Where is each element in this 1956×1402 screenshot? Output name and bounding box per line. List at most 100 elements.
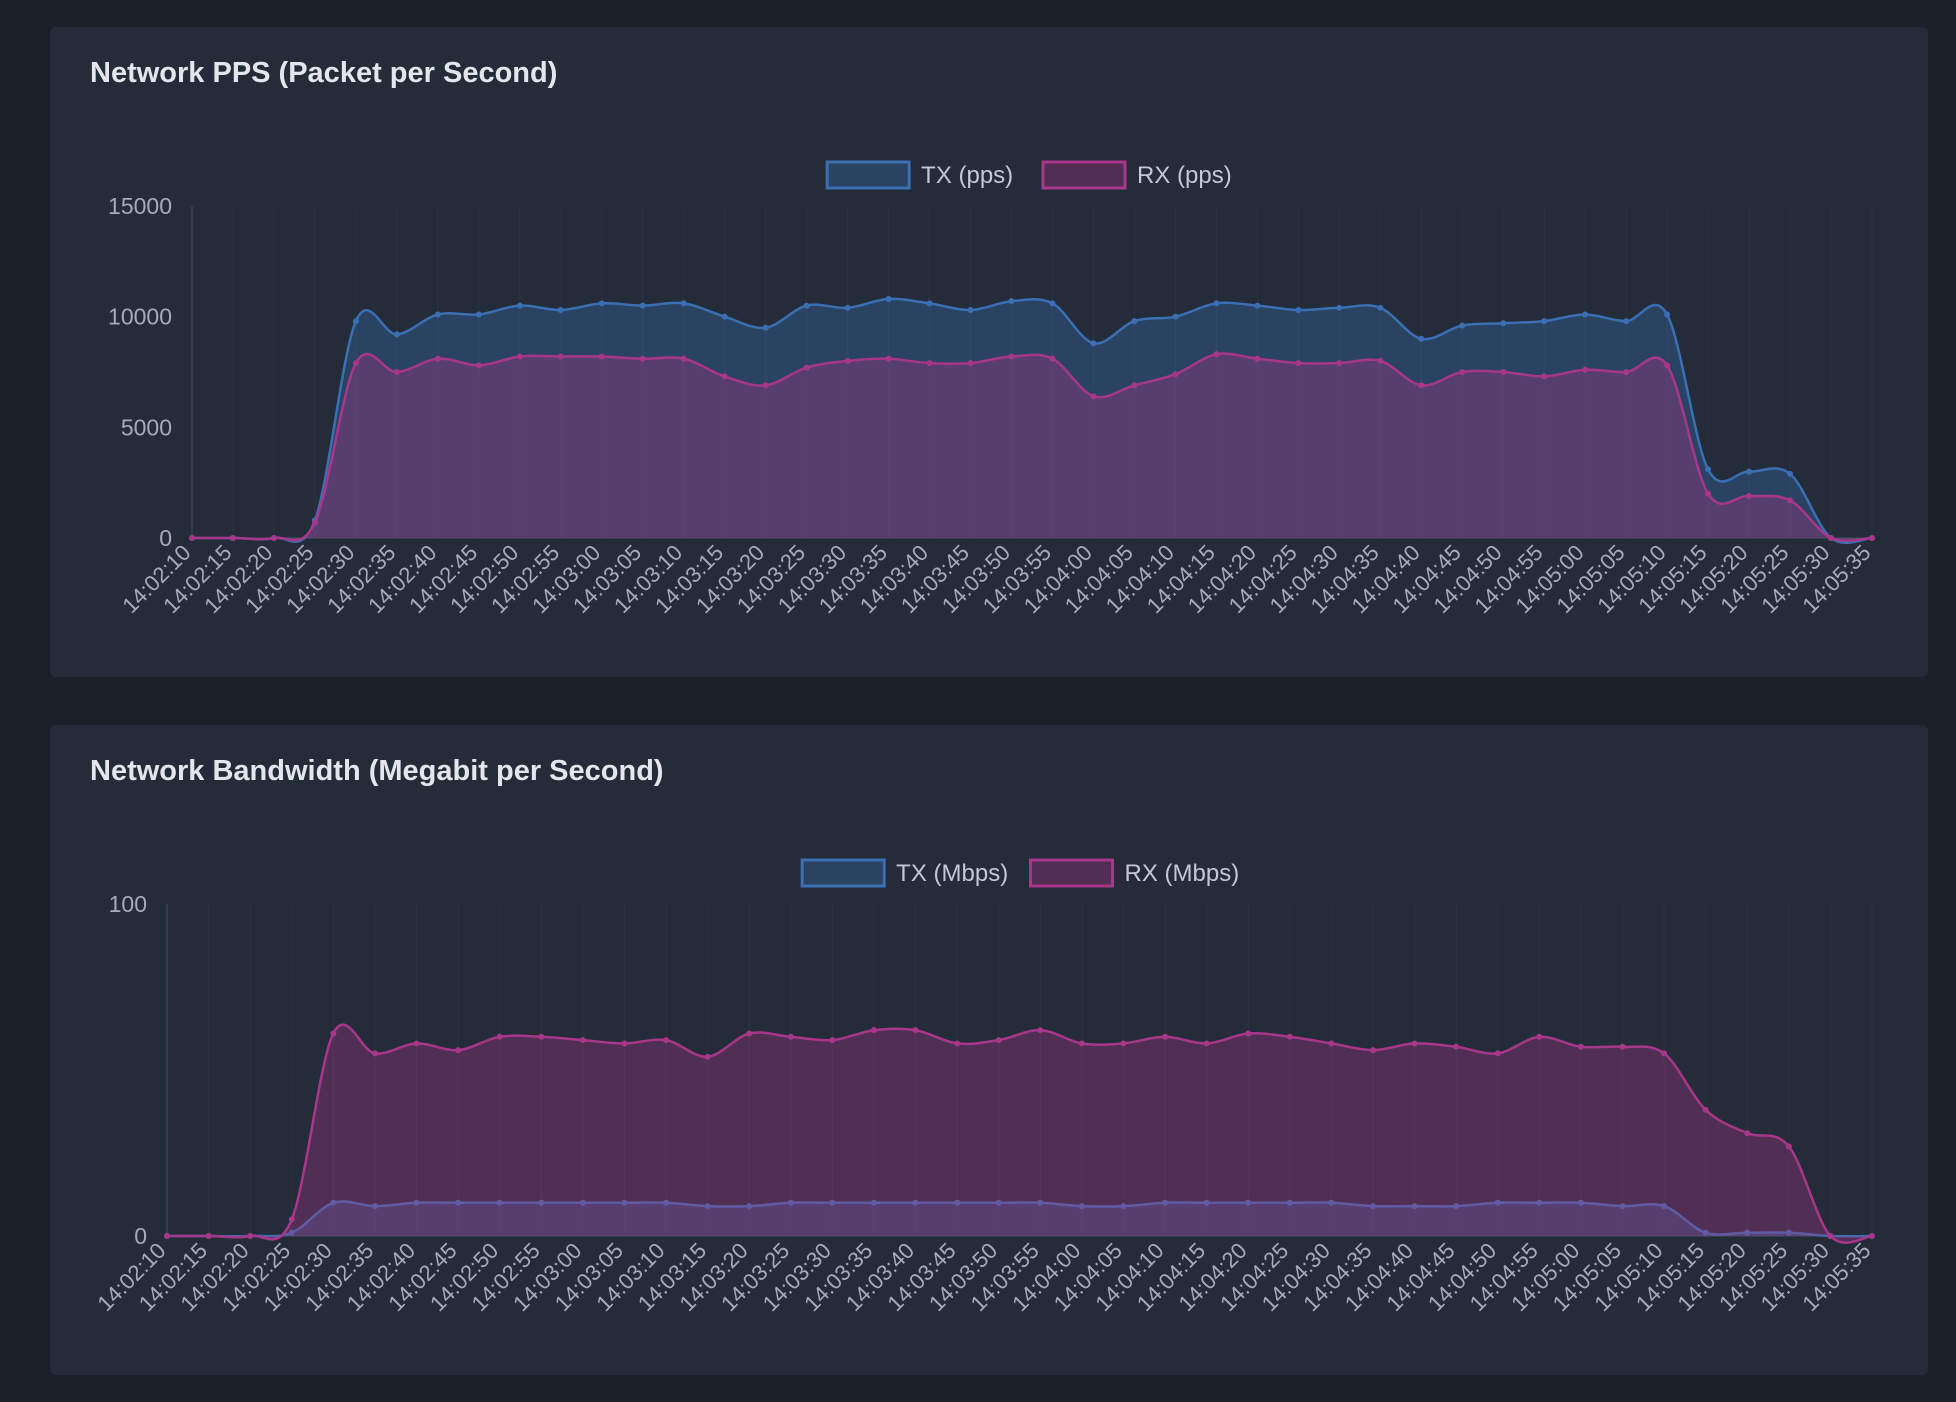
data-point xyxy=(1827,1233,1834,1239)
data-point xyxy=(912,1199,919,1206)
data-point xyxy=(1623,369,1630,375)
data-point xyxy=(1328,1040,1335,1047)
grid xyxy=(191,206,1873,538)
data-point xyxy=(912,1027,919,1034)
data-point xyxy=(954,1199,961,1206)
data-point xyxy=(680,300,687,307)
data-point xyxy=(1254,302,1261,309)
data-point xyxy=(1787,470,1794,477)
data-point xyxy=(455,1047,462,1054)
data-point xyxy=(371,1050,378,1057)
data-point xyxy=(663,1199,670,1206)
series-line xyxy=(192,352,1873,543)
series-area xyxy=(167,1024,1872,1243)
data-point xyxy=(1369,1047,1376,1054)
data-point xyxy=(704,1203,711,1210)
series-0 xyxy=(164,1199,1875,1239)
data-point xyxy=(1377,304,1384,311)
data-point xyxy=(1411,1203,1418,1210)
data-point xyxy=(926,300,933,307)
x-axis-ticks: 14:02:1014:02:1514:02:2014:02:2514:02:30… xyxy=(92,1238,1875,1316)
legend-swatch xyxy=(1029,858,1114,888)
data-point xyxy=(746,1203,753,1210)
data-point xyxy=(1541,318,1548,325)
data-point xyxy=(621,1199,628,1206)
legend-swatch xyxy=(800,858,886,888)
data-point xyxy=(247,1233,254,1239)
data-point xyxy=(1744,1229,1751,1236)
series-1 xyxy=(164,1023,1875,1244)
data-point xyxy=(1418,382,1425,389)
data-point xyxy=(829,1037,836,1044)
data-point xyxy=(1702,1106,1709,1113)
data-point xyxy=(598,353,605,360)
data-point xyxy=(680,355,687,362)
data-point xyxy=(330,1199,337,1206)
data-point xyxy=(229,535,236,541)
data-point xyxy=(1286,1033,1293,1040)
data-point xyxy=(1785,1143,1792,1150)
data-point xyxy=(1577,1199,1584,1206)
data-point xyxy=(1541,373,1548,380)
data-point xyxy=(1746,492,1753,499)
data-point xyxy=(1213,351,1220,358)
data-point xyxy=(393,369,400,375)
data-point xyxy=(1664,362,1671,369)
data-point xyxy=(1705,490,1712,497)
data-point xyxy=(1172,313,1179,320)
data-point xyxy=(1869,535,1875,541)
data-point xyxy=(1577,1043,1584,1050)
data-point xyxy=(746,1030,753,1037)
data-point xyxy=(288,1216,295,1223)
data-point xyxy=(1453,1043,1460,1050)
data-point xyxy=(803,364,810,371)
legend: TX (Mbps) RX (Mbps) xyxy=(800,858,1240,888)
data-point xyxy=(1254,355,1261,362)
data-point xyxy=(663,1037,670,1044)
data-point xyxy=(787,1199,794,1206)
data-point xyxy=(413,1199,420,1206)
data-point xyxy=(1037,1199,1044,1206)
data-point xyxy=(1295,307,1302,314)
legend-label: RX (Mbps) xyxy=(1125,860,1240,887)
data-point xyxy=(1459,369,1466,375)
y-tick-label: 100 xyxy=(109,891,147,917)
data-point xyxy=(1661,1050,1668,1057)
grid xyxy=(166,904,1873,1236)
data-point xyxy=(1453,1203,1460,1210)
legend-item: TX (Mbps) xyxy=(800,858,1008,888)
data-point xyxy=(455,1199,462,1206)
data-point xyxy=(516,302,523,309)
data-point xyxy=(1500,320,1507,327)
data-point xyxy=(1162,1033,1169,1040)
data-point xyxy=(434,355,441,362)
data-point xyxy=(1008,298,1015,305)
legend-item: RX (Mbps) xyxy=(1029,858,1240,888)
pps-chart-panel: Network PPS (Packet per Second) 0 5000 100… xyxy=(50,27,1928,677)
data-point xyxy=(1828,535,1835,541)
bandwidth-chart-panel: Network Bandwidth (Megabit per Second) 0… xyxy=(50,725,1928,1375)
data-point xyxy=(1746,468,1753,475)
data-point xyxy=(1162,1199,1169,1206)
data-point xyxy=(475,311,482,318)
data-point xyxy=(1494,1050,1501,1057)
series-line xyxy=(167,1200,1873,1238)
data-point xyxy=(598,300,605,307)
data-point xyxy=(330,1030,337,1037)
data-point xyxy=(1131,318,1138,325)
data-point xyxy=(1336,304,1343,311)
data-point xyxy=(803,302,810,309)
data-point xyxy=(371,1203,378,1210)
data-point xyxy=(1705,466,1712,473)
data-point xyxy=(844,357,851,364)
data-point xyxy=(870,1027,877,1034)
data-point xyxy=(413,1040,420,1047)
legend-label: RX (pps) xyxy=(1137,162,1232,189)
series-area xyxy=(167,1201,1872,1237)
data-point xyxy=(1286,1199,1293,1206)
panel-title: Network Bandwidth (Megabit per Second) xyxy=(90,755,664,787)
data-point xyxy=(1090,340,1097,347)
data-point xyxy=(1245,1199,1252,1206)
data-point xyxy=(829,1199,836,1206)
data-point xyxy=(639,302,646,309)
